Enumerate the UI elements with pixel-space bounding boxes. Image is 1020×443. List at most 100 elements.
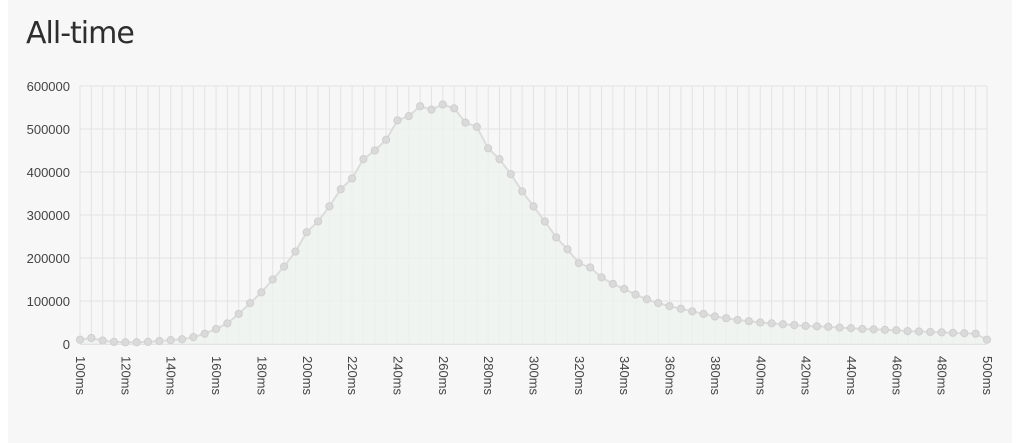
- data-point: [245, 299, 255, 308]
- y-tick-label: 200000: [27, 251, 70, 266]
- data-point: [756, 318, 765, 327]
- data-point: [393, 116, 402, 125]
- data-point: [892, 326, 901, 335]
- data-point: [608, 279, 617, 288]
- x-tick-label: 180ms: [254, 356, 269, 396]
- area-fill: [80, 104, 987, 345]
- data-point: [824, 322, 833, 331]
- data-point: [484, 144, 493, 153]
- data-point: [223, 319, 232, 328]
- data-point: [313, 217, 323, 226]
- data-point: [631, 290, 640, 299]
- data-point: [903, 327, 912, 336]
- data-point: [563, 245, 572, 254]
- data-point: [472, 122, 481, 131]
- data-point: [177, 335, 187, 344]
- x-tick-label: 300ms: [527, 356, 542, 396]
- data-point: [189, 333, 198, 342]
- chart-title: All-time: [26, 16, 135, 51]
- data-point: [200, 329, 209, 338]
- data-point: [461, 118, 470, 127]
- data-point: [540, 217, 549, 226]
- data-point: [325, 202, 334, 211]
- data-point: [98, 336, 107, 345]
- data-point: [620, 284, 629, 294]
- data-point: [336, 185, 345, 194]
- data-point: [132, 338, 141, 347]
- y-tick-label: 300000: [27, 208, 70, 223]
- data-point: [960, 329, 969, 338]
- x-tick-label: 380ms: [708, 356, 723, 396]
- data-point: [767, 319, 776, 328]
- data-point: [880, 325, 890, 334]
- data-point: [574, 259, 583, 268]
- x-axis-ticks: 100ms 120ms 140ms 160ms 180ms 200ms 220ms 240ms…: [73, 356, 995, 396]
- x-tick-label: 340ms: [617, 356, 632, 396]
- x-tick-label: 480ms: [935, 356, 950, 396]
- x-tick-label: 320ms: [572, 356, 587, 396]
- y-tick-label: 100000: [27, 294, 70, 309]
- data-point: [87, 333, 96, 343]
- data-point: [359, 155, 368, 164]
- data-point: [744, 317, 754, 326]
- x-tick-label: 160ms: [209, 356, 224, 396]
- data-point: [733, 315, 742, 325]
- data-point: [937, 328, 946, 337]
- data-point: [778, 320, 788, 329]
- x-tick-label: 120ms: [118, 356, 133, 396]
- data-point: [279, 262, 289, 271]
- data-point: [211, 324, 221, 334]
- x-tick-label: 280ms: [481, 356, 496, 396]
- data-point: [597, 273, 606, 282]
- y-tick-label: 500000: [27, 122, 70, 137]
- x-tick-label: 260ms: [436, 356, 451, 396]
- y-axis-ticks: 0 100000 200000 300000 400000 500000 600000: [27, 79, 70, 352]
- x-tick-label: 400ms: [753, 356, 768, 396]
- data-point: [801, 321, 810, 331]
- x-tick-label: 240ms: [390, 356, 405, 396]
- data-point: [710, 312, 720, 321]
- data-point: [982, 335, 992, 344]
- data-points: [75, 100, 992, 347]
- x-tick-label: 440ms: [844, 356, 859, 396]
- data-point: [722, 314, 731, 323]
- data-point: [416, 102, 425, 111]
- y-tick-label: 600000: [27, 79, 70, 94]
- data-point: [586, 263, 595, 272]
- x-tick-label: 220ms: [345, 356, 360, 396]
- data-point: [234, 309, 243, 318]
- data-point: [438, 100, 447, 109]
- data-point: [370, 146, 379, 155]
- data-point: [427, 105, 436, 114]
- x-tick-label: 200ms: [300, 356, 315, 396]
- data-point: [155, 336, 164, 346]
- data-point: [348, 174, 357, 183]
- data-point: [450, 104, 459, 113]
- data-point: [529, 202, 538, 211]
- data-point: [971, 329, 980, 338]
- data-point: [166, 336, 175, 345]
- data-point: [688, 307, 697, 316]
- data-point: [121, 338, 130, 347]
- data-point: [257, 288, 266, 297]
- x-tick-label: 460ms: [889, 356, 904, 396]
- x-tick-label: 140ms: [164, 356, 179, 396]
- data-point: [382, 135, 391, 144]
- data-point: [926, 327, 935, 337]
- data-point: [948, 328, 958, 337]
- data-point: [835, 323, 844, 332]
- data-point: [109, 337, 119, 346]
- y-tick-label: 400000: [27, 165, 70, 180]
- data-point: [495, 155, 504, 164]
- data-point: [552, 233, 561, 242]
- data-point: [699, 309, 708, 318]
- data-point: [812, 322, 822, 331]
- data-point: [404, 112, 413, 121]
- data-point: [518, 187, 527, 196]
- data-point: [846, 323, 856, 333]
- data-point: [143, 337, 153, 346]
- data-point: [75, 335, 85, 344]
- data-point: [302, 228, 311, 237]
- data-point: [291, 247, 300, 256]
